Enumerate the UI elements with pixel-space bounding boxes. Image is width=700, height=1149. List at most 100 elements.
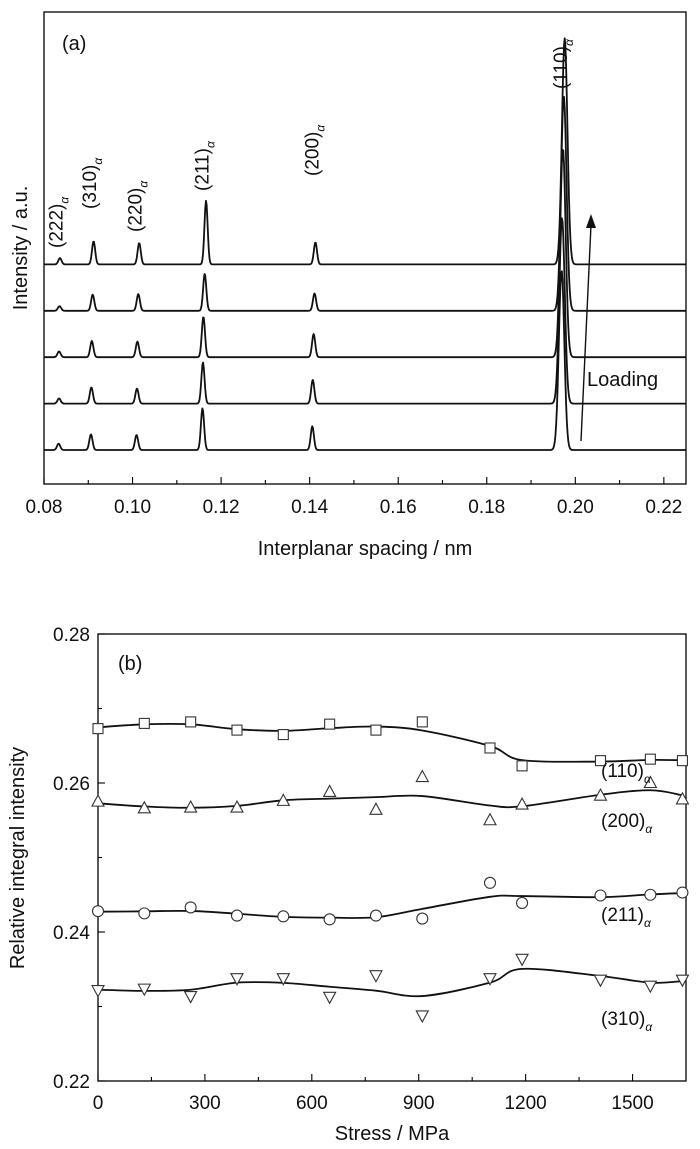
panel-b-x-axis-label: Stress / MPa	[335, 1123, 450, 1145]
marker-211-4	[277, 910, 290, 923]
marker-200-9	[515, 796, 529, 810]
loading-arrow-shaft	[580, 224, 592, 442]
marker-310-3	[230, 973, 244, 986]
marker-211-3	[230, 909, 244, 922]
panel-b-y-axis-label: Relative integral intensity	[7, 747, 29, 969]
panel-b-markers	[91, 716, 690, 1024]
marker-110-5	[324, 718, 336, 730]
series-label-211-text: (211)	[601, 905, 644, 926]
marker-200-12	[675, 791, 690, 805]
panel-a-xrd-patterns: 0.08 0.10 0.12 0.14 0.16 0.18 0.20 0.22 (222)α(…	[10, 11, 687, 560]
marker-110-12	[676, 755, 688, 767]
marker-211-11	[644, 888, 657, 901]
marker-211-2	[184, 901, 197, 914]
x-tick-label-0.14: 0.14	[291, 497, 328, 518]
marker-310-8	[483, 973, 497, 986]
b-x-tick-label-0: 0	[93, 1093, 104, 1114]
panel-b-integral-intensity: 0 300 600 900 1200 1500 0.22 0.24 0.26 0.28 (110)…	[7, 625, 690, 1145]
marker-200-2	[183, 799, 198, 813]
peak-label-222-subscript: α	[58, 196, 72, 204]
x-tick-label-0.18: 0.18	[468, 497, 505, 518]
marker-211-6	[369, 909, 383, 922]
fit-line-110	[97, 722, 683, 763]
marker-200-10	[593, 788, 608, 801]
xrd-trace-1	[43, 270, 687, 451]
peak-label-310: (310)α	[80, 157, 105, 209]
b-x-tick-label-300: 300	[189, 1093, 221, 1114]
xrd-trace-2	[43, 217, 687, 405]
series-label-200-text: (200)	[601, 811, 645, 832]
marker-211-1	[138, 907, 151, 920]
marker-200-5	[322, 784, 337, 797]
b-y-tick-label-0.22: 0.22	[53, 1072, 90, 1093]
marker-310-0	[91, 985, 105, 998]
marker-200-3	[230, 799, 244, 813]
marker-200-1	[137, 800, 152, 814]
peak-label-211-subscript: α	[204, 140, 218, 148]
series-label-310: (310)α	[601, 1009, 653, 1034]
b-y-tick-label-0.28: 0.28	[53, 625, 90, 646]
marker-310-7	[415, 1010, 430, 1024]
b-x-tick-label-900: 900	[403, 1093, 435, 1114]
x-tick-label-0.08: 0.08	[26, 497, 63, 518]
panel-b-frame	[97, 633, 687, 1082]
marker-211-10	[594, 889, 607, 902]
marker-200-8	[483, 812, 497, 826]
marker-110-10	[594, 755, 607, 767]
series-label-310-subscript: α	[645, 1020, 653, 1034]
peak-label-200-subscript: α	[314, 124, 328, 132]
panel-a-x-ticks: 0.08 0.10 0.12 0.14 0.16 0.18 0.20 0.22	[26, 477, 682, 518]
b-y-tick-label-0.26: 0.26	[53, 774, 90, 795]
b-x-tick-label-1200: 1200	[504, 1093, 546, 1114]
peak-label-220-text: (220)	[125, 188, 146, 232]
b-x-tick-label-1500: 1500	[611, 1093, 653, 1114]
series-label-200: (200)α	[601, 811, 653, 836]
series-label-110-subscript: α	[644, 772, 652, 786]
marker-110-6	[370, 724, 382, 736]
loading-arrow-head	[586, 214, 596, 228]
peak-label-200: (200)α	[303, 124, 328, 176]
peak-label-110-text: (110)	[551, 46, 572, 89]
marker-200-0	[91, 793, 105, 807]
peak-label-110: (110)α	[551, 38, 576, 89]
marker-310-1	[137, 983, 152, 997]
marker-110-11	[644, 753, 656, 765]
marker-211-12	[676, 886, 689, 899]
marker-310-6	[369, 970, 383, 983]
x-tick-label-0.22: 0.22	[645, 497, 682, 518]
panel-a-frame	[43, 11, 687, 485]
marker-200-11	[643, 775, 658, 789]
marker-110-2	[185, 716, 197, 728]
panel-b-ticks: 0 300 600 900 1200 1500 0.22 0.24 0.26 0.28	[53, 625, 654, 1114]
marker-110-7	[416, 716, 428, 728]
x-tick-label-0.20: 0.20	[557, 497, 594, 518]
xrd-trace-4	[43, 96, 687, 312]
marker-110-8	[484, 742, 496, 754]
series-label-310-text: (310)	[601, 1009, 645, 1030]
marker-310-11	[643, 980, 658, 994]
peak-label-220: (220)α	[125, 180, 150, 232]
marker-310-5	[322, 991, 337, 1005]
marker-110-9	[516, 760, 528, 772]
series-label-110-text: (110)	[601, 761, 644, 782]
panel-b-label: (b)	[118, 653, 142, 675]
peak-label-310-subscript: α	[91, 157, 105, 165]
peak-label-211-text: (211)	[193, 148, 214, 191]
peak-label-110-subscript: α	[562, 38, 576, 46]
x-tick-label-0.16: 0.16	[380, 497, 417, 518]
marker-110-3	[231, 724, 243, 736]
series-label-211-subscript: α	[644, 916, 652, 930]
marker-200-7	[415, 769, 430, 783]
peak-label-222-text: (222)	[47, 204, 68, 248]
marker-211-5	[323, 913, 336, 926]
peak-label-200-text: (200)	[303, 132, 324, 176]
panel-b-fit-lines	[97, 722, 683, 998]
b-x-tick-label-600: 600	[296, 1093, 328, 1114]
panel-a-y-axis-label: Intensity / a.u.	[10, 186, 32, 311]
loading-arrow	[580, 214, 596, 442]
panel-a-label: (a)	[62, 33, 86, 55]
series-label-200-subscript: α	[645, 822, 653, 836]
series-label-211: (211)α	[601, 905, 652, 930]
marker-211-8	[483, 876, 497, 889]
